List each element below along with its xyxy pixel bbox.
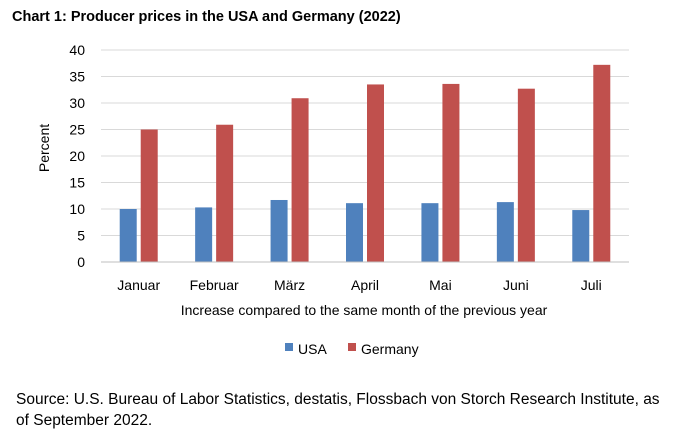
bar-germany-juli <box>593 64 611 262</box>
bar-germany-märz <box>291 98 309 262</box>
y-axis-title: Percent <box>36 124 52 172</box>
bar-germany-januar <box>140 129 158 262</box>
y-tick-label: 35 <box>69 69 85 85</box>
x-tick-label: März <box>274 277 305 293</box>
source-note: Source: U.S. Bureau of Labor Statistics,… <box>16 391 660 429</box>
legend: USA Germany <box>285 341 419 357</box>
x-tick-label: Juli <box>581 277 602 293</box>
bars <box>119 64 611 262</box>
chart-title: Chart 1: Producer prices in the USA and … <box>12 9 401 25</box>
legend-swatch-germany <box>348 343 356 351</box>
y-tick-label: 15 <box>69 175 85 191</box>
y-tick-label: 30 <box>69 95 85 111</box>
bar-usa-juli <box>572 210 590 262</box>
bar-usa-märz <box>270 199 288 262</box>
bar-chart: 0 5 10 15 20 25 30 35 40 Januar Februar März April Ma… <box>36 42 629 357</box>
y-tick-label: 0 <box>77 254 85 270</box>
x-tick-label: Februar <box>190 277 239 293</box>
bar-usa-april <box>346 203 363 262</box>
bar-germany-april <box>367 84 384 262</box>
bar-germany-februar <box>216 124 234 262</box>
y-tick-label: 25 <box>69 122 85 138</box>
gridlines <box>101 49 629 236</box>
bar-germany-mai <box>442 83 460 262</box>
bar-usa-mai <box>421 203 439 262</box>
x-axis-title: Increase compared to the same month of t… <box>181 302 548 318</box>
y-tick-label: 40 <box>69 42 85 58</box>
bar-usa-februar <box>195 207 213 262</box>
x-tick-label: April <box>351 277 379 293</box>
legend-label-germany: Germany <box>361 341 419 357</box>
x-tick-label: Juni <box>503 277 529 293</box>
legend-swatch-usa <box>285 343 293 351</box>
bar-usa-januar <box>119 209 137 262</box>
y-tick-label: 20 <box>69 148 85 164</box>
y-tick-label: 5 <box>77 228 85 244</box>
legend-label-usa: USA <box>298 341 327 357</box>
x-tick-label: Januar <box>117 277 160 293</box>
x-tick-label: Mai <box>429 277 452 293</box>
bar-germany-juni <box>517 88 535 262</box>
bar-usa-juni <box>496 202 514 262</box>
axes: 0 5 10 15 20 25 30 35 40 Januar Februar März April Ma… <box>69 42 629 293</box>
y-tick-label: 10 <box>69 201 85 217</box>
